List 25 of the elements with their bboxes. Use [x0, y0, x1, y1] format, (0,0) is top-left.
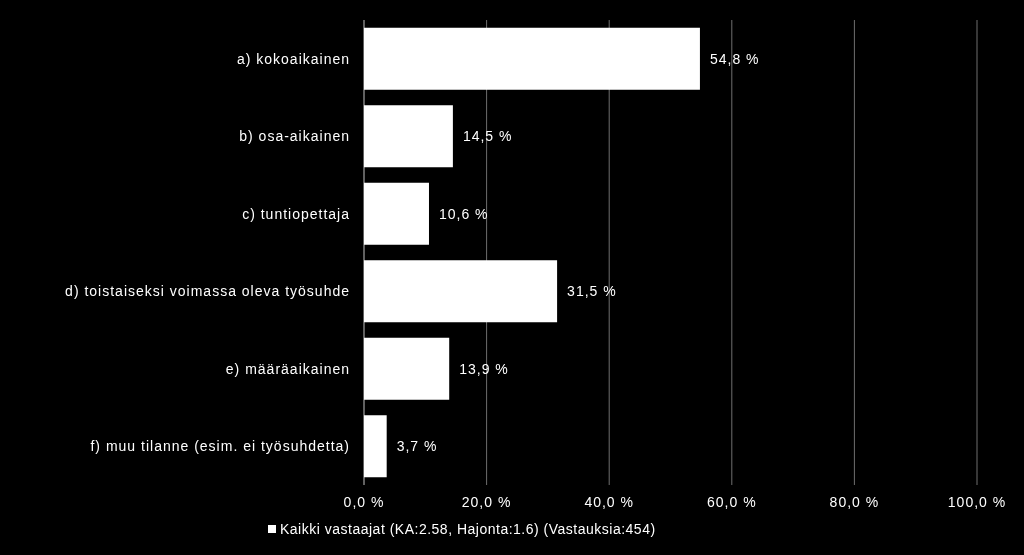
- bar: [364, 260, 558, 323]
- legend-label: Kaikki vastaajat (KA:2.58, Hajonta:1.6) (Vastauksia:454): [280, 520, 656, 537]
- x-tick-label: 0,0 %: [343, 494, 385, 510]
- y-tick-label: a) kokoaikainen: [236, 50, 350, 67]
- bar: [364, 27, 700, 90]
- y-tick-label: e) määräaikainen: [225, 360, 350, 377]
- x-tick-label: 40,0 %: [584, 494, 634, 510]
- bar: [364, 337, 450, 400]
- bar: [364, 415, 387, 478]
- data-label: 54,8 %: [709, 50, 760, 67]
- y-tick-label: d) toistaiseksi voimassa oleva työsuhde: [65, 283, 350, 300]
- bar: [364, 182, 429, 245]
- x-tick-label: 60,0 %: [707, 494, 757, 510]
- bar: [364, 105, 453, 168]
- y-tick-label: f) muu tilanne (esim. ei työsuhdetta): [90, 438, 350, 455]
- y-tick-label: c) tuntiopettaja: [242, 205, 350, 222]
- data-label: 3,7 %: [396, 438, 438, 455]
- data-label: 31,5 %: [567, 283, 617, 300]
- y-tick-label: b) osa-aikainen: [239, 128, 350, 145]
- data-label: 10,6 %: [438, 205, 489, 222]
- data-label: 13,9 %: [459, 360, 509, 377]
- x-tick-label: 100,0 %: [947, 494, 1007, 510]
- data-label: 14,5 %: [462, 128, 513, 145]
- x-tick-label: 20,0 %: [461, 494, 512, 510]
- x-tick-label: 80,0 %: [829, 494, 880, 510]
